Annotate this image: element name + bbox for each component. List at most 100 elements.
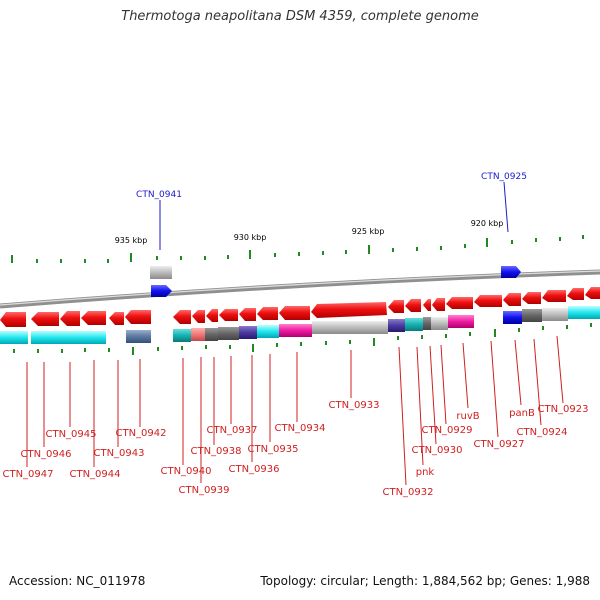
scale-tick [130, 253, 132, 262]
cog-block[interactable] [279, 324, 312, 337]
gene-arrow-ctn0935[interactable] [257, 307, 278, 320]
cog-block[interactable] [568, 306, 600, 319]
gene-feature-ctn0941[interactable] [151, 285, 172, 297]
cog-block[interactable] [191, 328, 205, 341]
gene-label-ctn0924[interactable]: CTN_0924 [516, 427, 567, 438]
scale-ticks [11, 235, 584, 263]
gene-arrow-ctn0923[interactable] [567, 288, 584, 300]
gene-label-ctn0934[interactable]: CTN_0934 [274, 423, 325, 434]
gene-label-ctn0945[interactable]: CTN_0945 [45, 429, 96, 440]
scale-tick [13, 349, 15, 353]
cog-block[interactable] [239, 326, 257, 339]
scale-tick [300, 342, 302, 346]
gene-label-ctn0940[interactable]: CTN_0940 [160, 466, 211, 477]
cog-block[interactable] [448, 315, 474, 328]
gene-arrow-ctn0933[interactable] [311, 302, 387, 318]
gene-label-ctn0943[interactable]: CTN_0943 [93, 448, 144, 459]
highlight-track [150, 266, 521, 297]
gene-label-ctn0947[interactable]: CTN_0947 [2, 469, 53, 480]
scale-tick [440, 246, 442, 250]
gene-arrow-ctn0947[interactable] [0, 312, 26, 327]
gene-arrow-ctn0934[interactable] [279, 306, 310, 320]
gene-label-ctn0939[interactable]: CTN_0939 [178, 485, 229, 496]
cog-block[interactable] [405, 318, 423, 331]
gene-arrow-ctn0924[interactable] [542, 290, 566, 302]
gene-label-ctn0942[interactable]: CTN_0942 [115, 428, 166, 439]
scale-tick [494, 329, 496, 337]
gene-arrow-ctn0944[interactable] [81, 311, 106, 325]
scale-tick [249, 250, 251, 259]
gene-arrow-ctn0946[interactable] [31, 312, 59, 326]
gene-arrow-ctn0945[interactable] [60, 311, 80, 326]
scale-tick [464, 244, 466, 248]
scale-tick [590, 323, 592, 327]
cog-block[interactable] [542, 308, 568, 321]
gene-label-ctn0927[interactable]: CTN_0927 [473, 439, 524, 450]
cog-block[interactable] [31, 331, 106, 344]
cog-block[interactable] [205, 328, 218, 341]
gene-label-ctn0937[interactable]: CTN_0937 [206, 425, 257, 436]
gene-arrow-ctn0938[interactable] [206, 309, 218, 322]
gene-label-ctn0929[interactable]: CTN_0929 [421, 425, 472, 436]
gene-label-ctn0941[interactable]: CTN_0941 [136, 190, 182, 200]
scale-tick [181, 346, 183, 350]
cog-block[interactable] [0, 331, 28, 344]
scale-tick [469, 332, 471, 336]
gene-arrow-ctn0926[interactable] [503, 293, 521, 306]
cog-block[interactable] [173, 329, 191, 342]
gene-label-ctn0923[interactable]: CTN_0923 [537, 404, 588, 415]
cog-block[interactable] [423, 317, 431, 330]
scale-tick [205, 345, 207, 349]
gene-label-ctn0944[interactable]: CTN_0944 [69, 469, 120, 480]
scale-tick [542, 326, 544, 330]
gene-label-pnk[interactable]: pnk [416, 467, 435, 478]
gene-label-ctn0946[interactable]: CTN_0946 [20, 449, 71, 460]
gene-label-ruvb[interactable]: ruvB [456, 411, 479, 422]
cog-block[interactable] [431, 317, 448, 330]
gene-arrow-ctn0943[interactable] [109, 312, 124, 325]
cog-block[interactable] [312, 321, 388, 334]
highlighted-gene-callouts [159, 181, 509, 250]
gene-label-ctn0935[interactable]: CTN_0935 [247, 444, 298, 455]
gene-feature-ctn0941-shade[interactable] [150, 266, 172, 279]
gene-arrow-ctn0932[interactable] [388, 300, 404, 313]
gene-label-ctn0930[interactable]: CTN_0930 [411, 445, 462, 456]
leader-ruvb [462, 342, 469, 409]
gene-label-panb[interactable]: panB [509, 408, 535, 419]
scale-tick [298, 252, 300, 256]
gene-label-ctn0925[interactable]: CTN_0925 [481, 172, 527, 182]
cog-block[interactable] [503, 311, 522, 324]
genome-summary-label: Topology: circular; Length: 1,884,562 bp… [260, 574, 590, 588]
gene-arrow-ctn0937[interactable] [219, 309, 238, 321]
gene-arrow-ctn0927[interactable] [474, 295, 502, 307]
scale-label-930: 930 kbp [234, 233, 267, 242]
gene-feature-ctn0925[interactable] [501, 266, 521, 278]
scale-tick [559, 237, 561, 241]
gene-label-ctn0932[interactable]: CTN_0932 [382, 487, 433, 498]
cog-block[interactable] [388, 319, 405, 332]
scale-tick [511, 240, 513, 244]
gene-arrow-ctn0929[interactable] [432, 298, 445, 311]
scale-tick [345, 250, 347, 254]
scale-tick [421, 335, 423, 339]
gene-arrow-ctn0936[interactable] [239, 308, 256, 321]
gene-arrow-ctn0942[interactable] [125, 310, 151, 324]
leader-ctn0923 [556, 335, 564, 404]
gene-arrow-ctn0922[interactable] [585, 287, 600, 299]
gene-arrow-ruvb[interactable] [446, 297, 473, 309]
gene-label-ctn0933[interactable]: CTN_0933 [328, 400, 379, 411]
scale-tick [108, 348, 110, 352]
gene-arrow-ctn0930[interactable] [423, 299, 431, 311]
gene-arrow-ctn0939[interactable] [192, 310, 205, 323]
scale-tick [11, 255, 13, 263]
gene-arrow-ctn0940[interactable] [173, 310, 191, 324]
gene-arrow-panb[interactable] [522, 292, 541, 304]
gene-label-ctn0938[interactable]: CTN_0938 [190, 446, 241, 457]
cog-block[interactable] [257, 325, 279, 338]
cog-block[interactable] [522, 309, 542, 322]
cog-block[interactable] [126, 330, 151, 343]
scale-tick [84, 348, 86, 352]
gene-arrow-pnk[interactable] [405, 299, 421, 312]
gene-label-ctn0936[interactable]: CTN_0936 [228, 464, 279, 475]
cog-block[interactable] [218, 327, 239, 340]
